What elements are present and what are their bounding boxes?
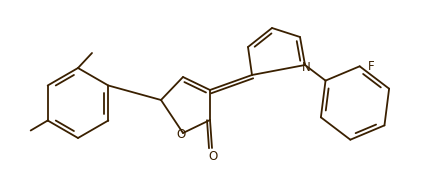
Text: O: O [176,128,186,140]
Text: N: N [301,61,310,73]
Text: F: F [368,60,374,73]
Text: O: O [208,149,218,163]
